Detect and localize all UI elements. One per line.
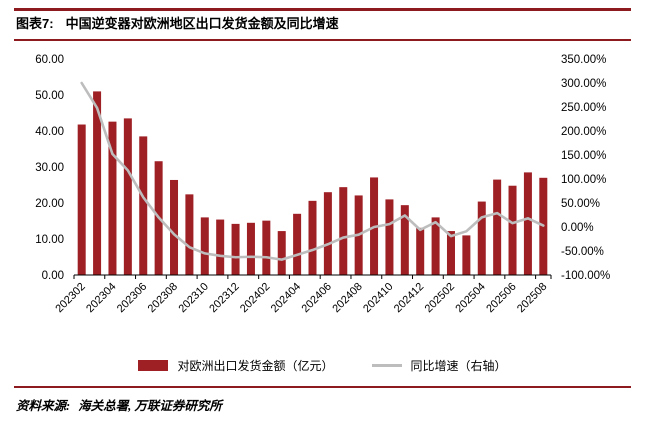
svg-text:202302: 202302 xyxy=(53,281,87,315)
svg-text:202410: 202410 xyxy=(361,281,395,315)
svg-text:350.00%: 350.00% xyxy=(561,54,606,66)
source-text: 海关总署, 万联证券研究所 xyxy=(78,398,222,413)
svg-text:300.00%: 300.00% xyxy=(561,78,606,90)
chart-title-bar: 图表7: 中国逆变器对欧洲地区出口发货金额及同比增速 xyxy=(14,8,631,41)
svg-text:30.00: 30.00 xyxy=(35,162,64,174)
svg-text:50.00: 50.00 xyxy=(35,90,64,102)
line-series-label: 同比增速（右轴） xyxy=(410,358,507,373)
svg-text:150.00%: 150.00% xyxy=(561,150,606,162)
svg-text:200.00%: 200.00% xyxy=(561,126,606,138)
svg-text:202404: 202404 xyxy=(269,281,303,315)
chart-canvas: 0.00 10.00 20.00 30.00 40.00 50.00 60.00 -100.0… xyxy=(35,54,610,315)
svg-text:202506: 202506 xyxy=(484,281,518,315)
svg-text:0.00%: 0.00% xyxy=(561,222,594,234)
svg-text:202304: 202304 xyxy=(84,281,118,315)
line-series-swatch xyxy=(371,363,402,367)
svg-text:202306: 202306 xyxy=(115,281,149,315)
svg-text:202406: 202406 xyxy=(300,281,334,315)
svg-text:202308: 202308 xyxy=(146,281,180,315)
source-note: 资料来源: 海关总署, 万联证券研究所 xyxy=(14,385,631,414)
page-title: 中国逆变器对欧洲地区出口发货金额及同比增速 xyxy=(65,16,339,31)
svg-text:202312: 202312 xyxy=(207,281,241,315)
svg-text:202310: 202310 xyxy=(176,281,210,315)
svg-text:-50.00%: -50.00% xyxy=(561,246,604,258)
svg-text:202502: 202502 xyxy=(423,281,457,315)
bar-series-swatch xyxy=(138,359,169,371)
svg-text:250.00%: 250.00% xyxy=(561,102,606,114)
legend-item-bars: 对欧洲出口发货金额（亿元） xyxy=(138,357,334,374)
svg-text:20.00: 20.00 xyxy=(35,198,64,210)
svg-text:0.00: 0.00 xyxy=(42,270,64,282)
chart-area: 0.00 10.00 20.00 30.00 40.00 50.00 60.00 -100.0… xyxy=(14,43,631,353)
svg-text:202504: 202504 xyxy=(453,281,487,315)
chart-legend: 对欧洲出口发货金额（亿元） 同比增速（右轴） xyxy=(14,357,631,374)
svg-text:202508: 202508 xyxy=(515,281,549,315)
svg-text:100.00%: 100.00% xyxy=(561,174,606,186)
figure-number: 图表7: xyxy=(16,16,54,31)
svg-text:50.00%: 50.00% xyxy=(561,198,600,210)
svg-text:60.00: 60.00 xyxy=(35,54,64,66)
svg-text:202412: 202412 xyxy=(392,281,426,315)
svg-text:10.00: 10.00 xyxy=(35,234,64,246)
svg-text:202408: 202408 xyxy=(330,281,364,315)
svg-text:202402: 202402 xyxy=(238,281,272,315)
legend-item-line: 同比增速（右轴） xyxy=(371,357,507,374)
svg-text:40.00: 40.00 xyxy=(35,126,64,138)
source-label: 资料来源: xyxy=(16,398,71,413)
svg-text:-100.00%: -100.00% xyxy=(561,270,610,282)
bar-series-label: 对欧洲出口发货金额（亿元） xyxy=(177,358,334,373)
